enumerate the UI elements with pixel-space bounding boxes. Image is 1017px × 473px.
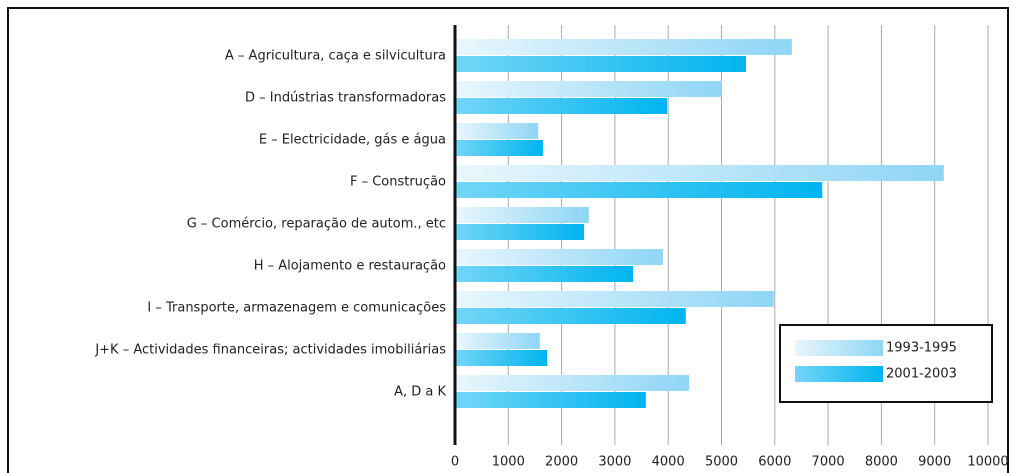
legend-swatch (795, 366, 883, 382)
frame (7, 7, 1009, 473)
category-label: D – Indústrias transformadoras (245, 91, 446, 106)
category-label: G – Comércio, reparação de autom., etc (187, 217, 446, 232)
bar (455, 350, 548, 366)
legend-label: 1993-1995 (886, 341, 957, 356)
bar (455, 375, 689, 391)
bar (455, 207, 589, 223)
bar (455, 123, 539, 139)
x-tick-label: 3000 (598, 455, 631, 470)
bar (455, 98, 668, 114)
bar (455, 81, 723, 97)
x-tick-label: 1000 (492, 455, 525, 470)
bar (455, 291, 774, 307)
legend-label: 2001-2003 (886, 367, 957, 382)
category-label: I – Transporte, armazenagem e comunicaçõ… (147, 301, 446, 316)
bar (455, 224, 584, 240)
bar (455, 392, 646, 408)
bar (455, 182, 823, 198)
bar (455, 39, 792, 55)
x-tick-label: 7000 (812, 455, 845, 470)
x-tick-label: 6000 (758, 455, 791, 470)
x-tick-label: 4000 (652, 455, 685, 470)
bar (455, 249, 663, 265)
legend-swatch (795, 340, 883, 356)
bar (455, 56, 747, 72)
x-tick-label: 10000 (967, 455, 1008, 470)
category-label: F – Construção (350, 175, 446, 190)
category-label: A, D a K (394, 385, 446, 400)
bar (455, 333, 540, 349)
category-label: H – Alojamento e restauração (254, 259, 446, 274)
x-tick-label: 0 (451, 455, 459, 470)
x-tick-label: 8000 (865, 455, 898, 470)
x-tick-label: 9000 (918, 455, 951, 470)
bar (455, 140, 543, 156)
category-label: E – Electricidade, gás e água (259, 133, 446, 148)
x-tick-label: 2000 (545, 455, 578, 470)
category-label: J+K – Actividades financeiras; actividad… (94, 343, 446, 358)
bar (455, 266, 634, 282)
bar (455, 165, 944, 181)
x-tick-label: 5000 (705, 455, 738, 470)
legend-box (779, 324, 993, 403)
category-label: A – Agricultura, caça e silvicultura (225, 49, 446, 64)
bar (455, 308, 686, 324)
